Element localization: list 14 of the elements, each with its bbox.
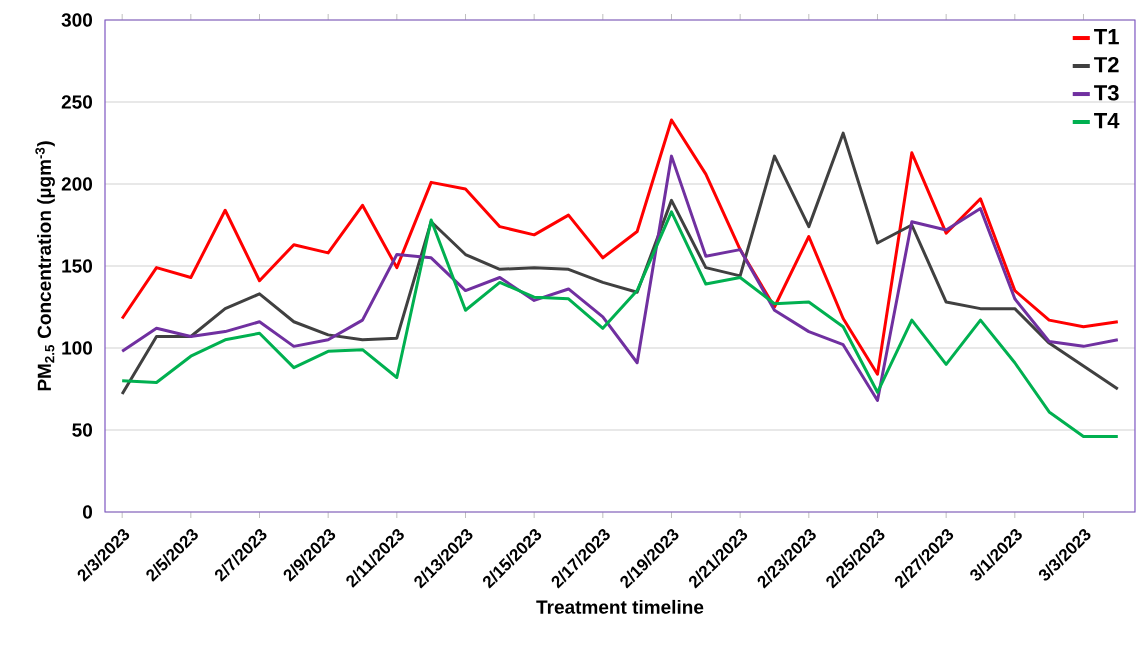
- y-tick-label: 300: [61, 13, 93, 27]
- y-tick-label: 200: [61, 177, 93, 191]
- x-axis-title: Treatment timeline: [536, 599, 704, 614]
- y-tick-label: 50: [72, 423, 93, 437]
- y-axis-title: PM$_{2.5}$ Concentration (µgm$^{-3}$): [35, 141, 55, 391]
- y-tick-label: 150: [62, 259, 93, 273]
- line-series: [120, 210, 1120, 439]
- legend-label: T3: [1094, 85, 1119, 101]
- y-tick-label: 0: [82, 505, 93, 519]
- y-tick-label: 100: [62, 341, 93, 355]
- legend-label: T1: [1094, 29, 1119, 45]
- legend-label: T2: [1094, 56, 1119, 73]
- y-tick-label: 250: [61, 95, 93, 109]
- legend-label: T4: [1094, 113, 1120, 129]
